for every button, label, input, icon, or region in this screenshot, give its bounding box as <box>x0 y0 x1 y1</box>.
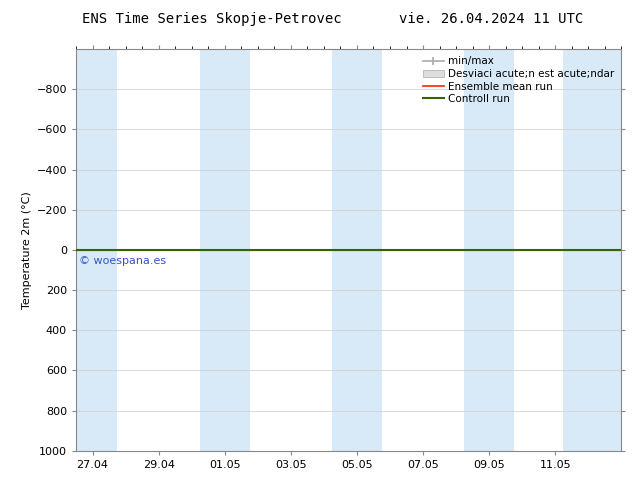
Bar <box>332 49 382 451</box>
Text: © woespana.es: © woespana.es <box>79 256 167 266</box>
Bar <box>68 49 117 451</box>
Text: ENS Time Series Skopje-Petrovec: ENS Time Series Skopje-Petrovec <box>82 12 342 26</box>
Bar <box>464 49 514 451</box>
Y-axis label: Temperature 2m (°C): Temperature 2m (°C) <box>22 191 32 309</box>
Bar <box>564 49 621 451</box>
Text: vie. 26.04.2024 11 UTC: vie. 26.04.2024 11 UTC <box>399 12 584 26</box>
Legend: min/max, Desviaci acute;n est acute;ndar, Ensemble mean run, Controll run: min/max, Desviaci acute;n est acute;ndar… <box>421 54 616 106</box>
Bar <box>200 49 250 451</box>
